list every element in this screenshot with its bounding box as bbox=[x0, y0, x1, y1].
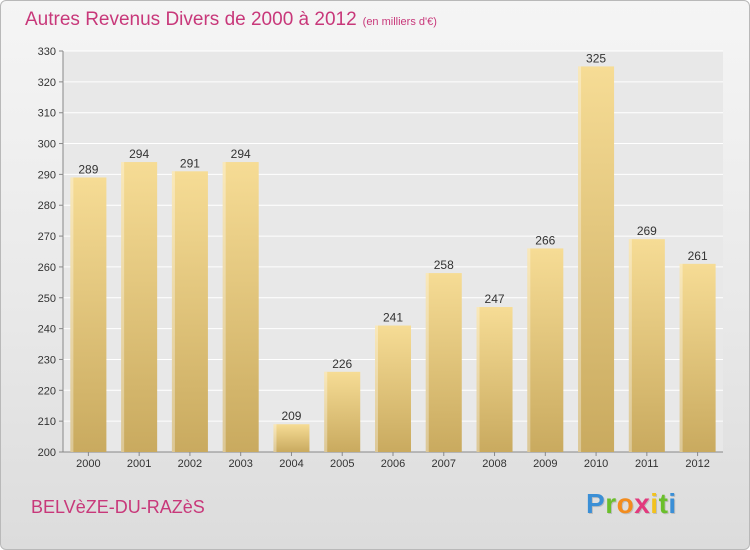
bar bbox=[222, 162, 259, 453]
y-tick-label: 210 bbox=[38, 416, 56, 428]
y-tick-label: 240 bbox=[38, 324, 56, 336]
logo-letter: t bbox=[658, 488, 669, 519]
x-tick-label: 2007 bbox=[432, 458, 456, 470]
bar-highlight bbox=[578, 66, 582, 452]
bar bbox=[273, 424, 310, 452]
bar-highlight bbox=[273, 424, 277, 452]
data-label: 241 bbox=[383, 311, 403, 325]
y-tick-label: 280 bbox=[38, 200, 56, 212]
x-tick-label: 2004 bbox=[279, 458, 303, 470]
y-tick-label: 310 bbox=[38, 108, 56, 120]
chart-title-unit: (en milliers d'€) bbox=[362, 16, 437, 28]
logo-letter: i bbox=[668, 488, 677, 519]
bar-highlight bbox=[324, 371, 328, 452]
bar bbox=[628, 239, 665, 452]
bar bbox=[679, 263, 716, 452]
place-label: BELVèZE-DU-RAZèS bbox=[31, 497, 205, 517]
x-tick-label: 2005 bbox=[330, 458, 354, 470]
x-tick-label: 2008 bbox=[482, 458, 506, 470]
y-tick-label: 200 bbox=[38, 447, 56, 459]
y-tick-label: 290 bbox=[38, 169, 56, 181]
y-tick-label: 230 bbox=[38, 354, 56, 366]
chart-title-text: Autres Revenus Divers de 2000 à 2012 bbox=[25, 9, 357, 30]
bar-highlight bbox=[425, 273, 429, 452]
bar-highlight bbox=[476, 307, 480, 452]
bar bbox=[476, 307, 513, 452]
bar bbox=[425, 273, 462, 452]
x-tick-label: 2002 bbox=[178, 458, 202, 470]
data-label: 247 bbox=[485, 292, 505, 306]
bar-highlight bbox=[171, 171, 175, 453]
bar bbox=[121, 162, 158, 453]
logo-letter: r bbox=[605, 488, 617, 519]
y-tick-label: 250 bbox=[38, 293, 56, 305]
bar bbox=[324, 371, 361, 452]
y-tick-label: 320 bbox=[38, 77, 56, 89]
data-label: 258 bbox=[434, 258, 454, 272]
bar-highlight bbox=[628, 239, 632, 452]
x-tick-label: 2006 bbox=[381, 458, 405, 470]
y-tick-label: 270 bbox=[38, 231, 56, 243]
logo-letter: o bbox=[616, 488, 635, 519]
bar-highlight bbox=[121, 162, 125, 453]
y-tick-label: 260 bbox=[38, 262, 56, 274]
x-tick-label: 2012 bbox=[685, 458, 709, 470]
bar-highlight bbox=[70, 177, 74, 452]
bar bbox=[171, 171, 208, 453]
x-tick-label: 2009 bbox=[533, 458, 557, 470]
bar bbox=[375, 325, 411, 452]
bar-highlight bbox=[527, 248, 531, 452]
data-label: 291 bbox=[180, 156, 200, 170]
data-label: 269 bbox=[637, 224, 657, 238]
x-tick-label: 2001 bbox=[127, 458, 151, 470]
logo-letter: x bbox=[634, 488, 651, 519]
y-tick-label: 330 bbox=[38, 46, 56, 58]
data-label: 289 bbox=[78, 162, 98, 176]
x-tick-label: 2010 bbox=[584, 458, 608, 470]
logo-letter: P bbox=[586, 488, 606, 519]
data-label: 294 bbox=[129, 147, 149, 161]
data-label: 209 bbox=[281, 409, 301, 423]
x-tick-label: 2003 bbox=[228, 458, 252, 470]
chart-title: Autres Revenus Divers de 2000 à 2012 (en … bbox=[25, 9, 437, 31]
logo-letter: i bbox=[650, 488, 659, 519]
bar-highlight bbox=[679, 263, 683, 452]
bar-highlight bbox=[222, 162, 226, 453]
y-tick-label: 300 bbox=[38, 139, 56, 151]
data-label: 325 bbox=[586, 51, 606, 65]
data-label: 294 bbox=[231, 147, 251, 161]
bar bbox=[578, 66, 615, 452]
data-label: 266 bbox=[535, 233, 555, 247]
bar-highlight bbox=[375, 325, 378, 452]
proxiti-logo[interactable]: Proxiti bbox=[586, 488, 677, 520]
bar bbox=[527, 248, 564, 452]
x-tick-label: 2011 bbox=[635, 458, 659, 470]
bar bbox=[70, 177, 107, 452]
data-label: 226 bbox=[332, 357, 352, 371]
x-tick-label: 2000 bbox=[76, 458, 100, 470]
data-label: 261 bbox=[688, 249, 708, 263]
y-tick-label: 220 bbox=[38, 385, 56, 397]
